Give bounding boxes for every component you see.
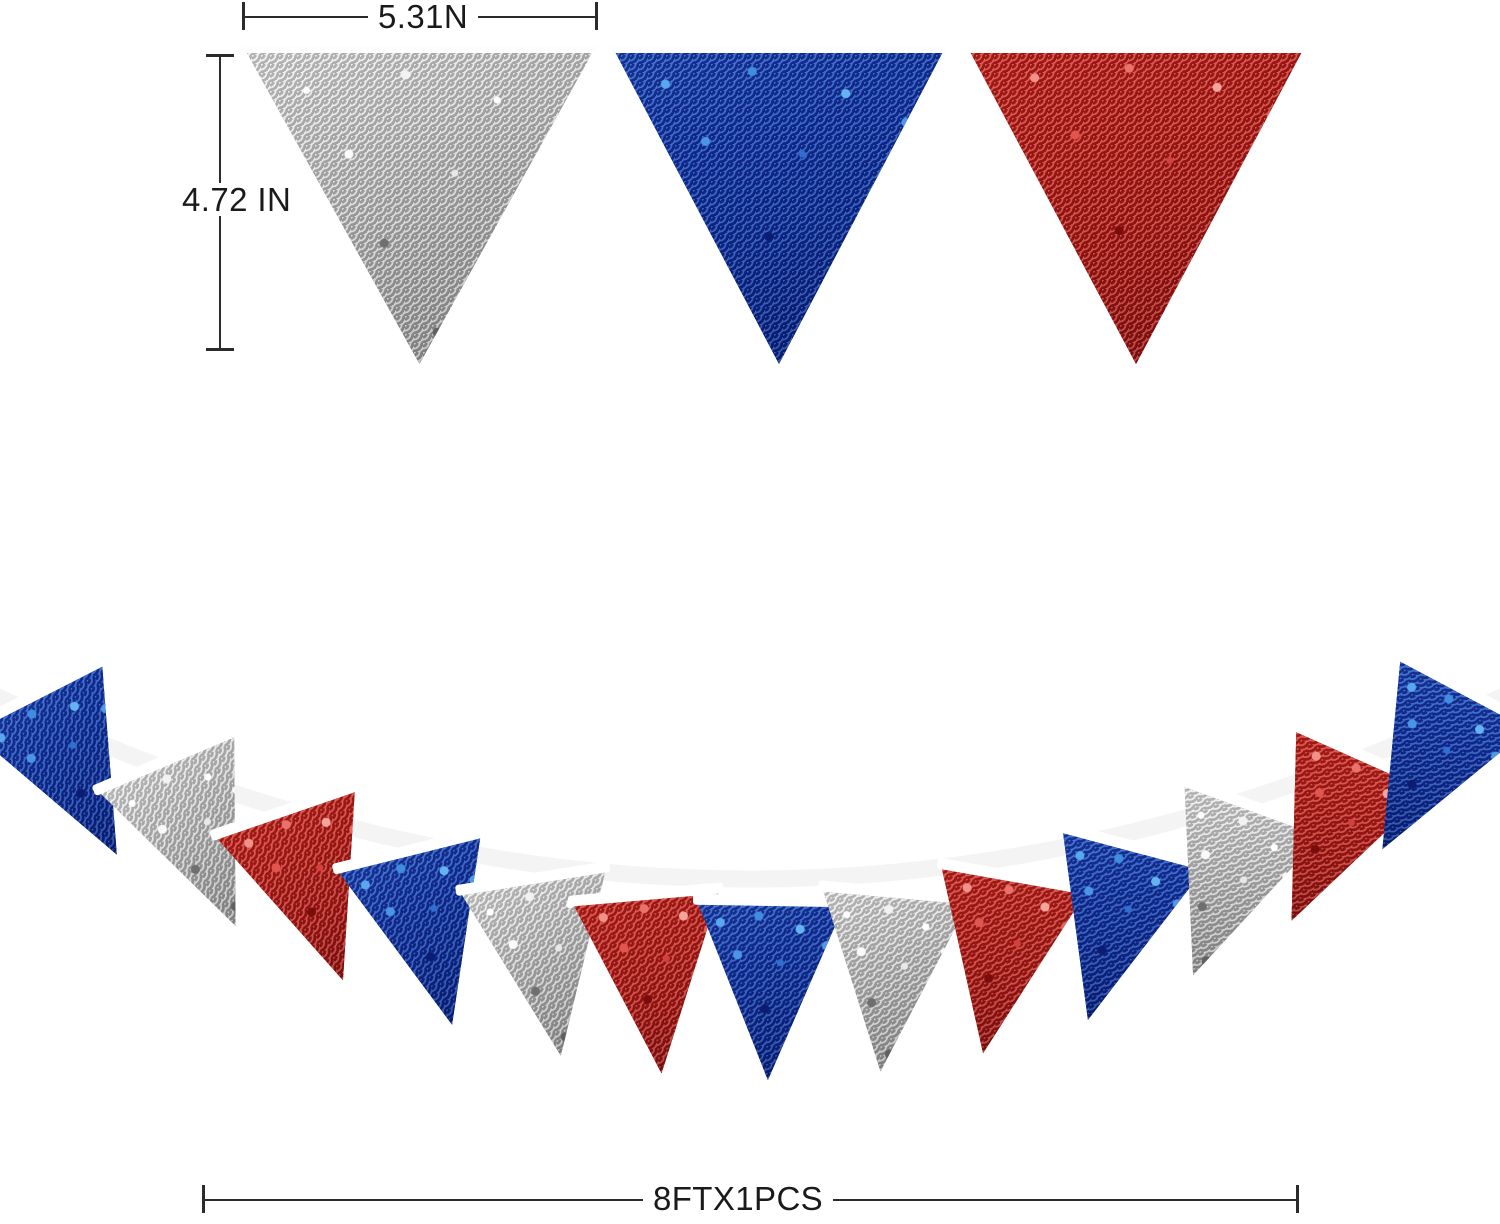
length-tick-right — [1296, 1185, 1299, 1213]
pennant-blue-top-band — [612, 46, 946, 53]
length-dimension-label: 8FTX1PCS — [643, 1182, 834, 1215]
height-tick-top — [206, 54, 234, 57]
width-tick-right — [595, 2, 598, 30]
width-tick-left — [242, 2, 245, 30]
length-tick-left — [202, 1185, 205, 1213]
height-tick-bottom — [206, 348, 234, 351]
height-dimension-label: 4.72 IN — [172, 183, 302, 216]
pennant-red-top-band — [967, 46, 1305, 53]
detail-pennant-blue — [612, 46, 946, 364]
pennant-red-fabric — [967, 46, 1305, 364]
detail-pennant-silver — [243, 46, 596, 364]
pennant-silver-top-band — [243, 46, 596, 53]
pennant-silver-fabric — [243, 46, 596, 364]
pennant-garland — [0, 640, 1500, 1060]
width-dimension-label: 5.31N — [368, 0, 479, 33]
pennant-blue-fabric — [612, 46, 946, 364]
detail-pennant-red — [967, 46, 1305, 364]
